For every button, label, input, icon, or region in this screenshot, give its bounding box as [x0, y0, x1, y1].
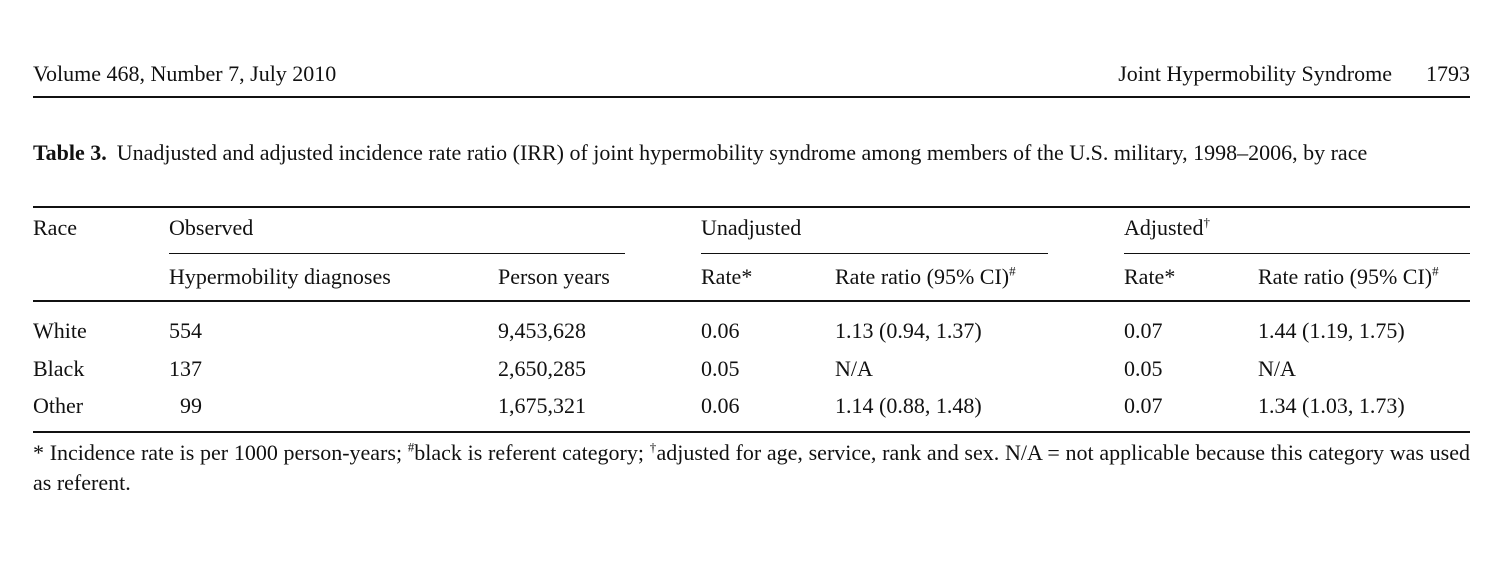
cell-diagnoses: 554 — [169, 318, 202, 343]
unadjusted-underline — [701, 253, 1048, 254]
header-adjusted-ratio: Rate ratio (95% CI)# — [1258, 263, 1439, 289]
header-unadjusted: Unadjusted — [701, 215, 802, 240]
header-adjusted: Adjusted† — [1124, 214, 1210, 240]
cell-adjusted-ratio: 1.44 (1.19, 1.75) — [1258, 318, 1405, 343]
header-diagnoses: Hypermobility diagnoses — [169, 264, 391, 289]
cell-person-years: 9,453,628 — [498, 318, 586, 343]
dagger-mark: † — [649, 439, 657, 455]
header-unadjusted-rate: Rate* — [701, 264, 753, 289]
cell-diagnoses: 99 — [180, 393, 202, 418]
header-bottom-rule — [33, 300, 1470, 302]
hash-mark: # — [1432, 263, 1439, 279]
cell-adjusted-rate: 0.05 — [1124, 356, 1163, 381]
cell-unadjusted-rate: 0.06 — [701, 393, 740, 418]
table-bottom-rule — [33, 431, 1470, 433]
cell-unadjusted-rate: 0.05 — [701, 356, 740, 381]
adjusted-underline — [1124, 253, 1470, 254]
cell-adjusted-rate: 0.07 — [1124, 393, 1163, 418]
volume-info: Volume 468, Number 7, July 2010 — [33, 61, 337, 86]
cell-adjusted-ratio: N/A — [1258, 356, 1296, 381]
cell-diagnoses: 137 — [169, 356, 202, 381]
header-race: Race — [33, 215, 77, 240]
header-observed: Observed — [169, 215, 254, 240]
table-label: Table 3. — [33, 140, 107, 165]
table-caption: Table 3. Unadjusted and adjusted incidenc… — [33, 138, 1470, 167]
cell-unadjusted-rate: 0.06 — [701, 318, 740, 343]
header-rule — [33, 96, 1470, 98]
table-top-rule — [33, 206, 1470, 208]
journal-short-title: Joint Hypermobility Syndrome — [1118, 61, 1392, 86]
observed-underline — [169, 253, 625, 254]
hash-mark: # — [1009, 263, 1016, 279]
cell-person-years: 1,675,321 — [498, 393, 586, 418]
table-footnote: * Incidence rate is per 1000 person-year… — [33, 439, 1471, 495]
cell-race: White — [33, 318, 87, 343]
header-adjusted-rate: Rate* — [1124, 264, 1176, 289]
cell-unadjusted-ratio: 1.14 (0.88, 1.48) — [835, 393, 982, 418]
table-caption-text: Unadjusted and adjusted incidence rate r… — [116, 140, 1368, 165]
running-header: Volume 468, Number 7, July 2010 Joint Hy… — [33, 60, 1470, 90]
header-unadjusted-ratio: Rate ratio (95% CI)# — [835, 263, 1016, 289]
hash-mark: # — [407, 439, 415, 455]
header-person-years: Person years — [498, 264, 610, 289]
cell-unadjusted-ratio: 1.13 (0.94, 1.37) — [835, 318, 982, 343]
cell-race: Other — [33, 393, 84, 418]
cell-adjusted-rate: 0.07 — [1124, 318, 1163, 343]
cell-person-years: 2,650,285 — [498, 356, 586, 381]
dagger-mark: † — [1203, 214, 1210, 230]
page-number: 1793 — [1426, 61, 1470, 86]
running-title-group: Joint Hypermobility Syndrome 1793 — [1118, 60, 1470, 88]
cell-adjusted-ratio: 1.34 (1.03, 1.73) — [1258, 393, 1405, 418]
cell-unadjusted-ratio: N/A — [835, 356, 873, 381]
cell-race: Black — [33, 356, 85, 381]
